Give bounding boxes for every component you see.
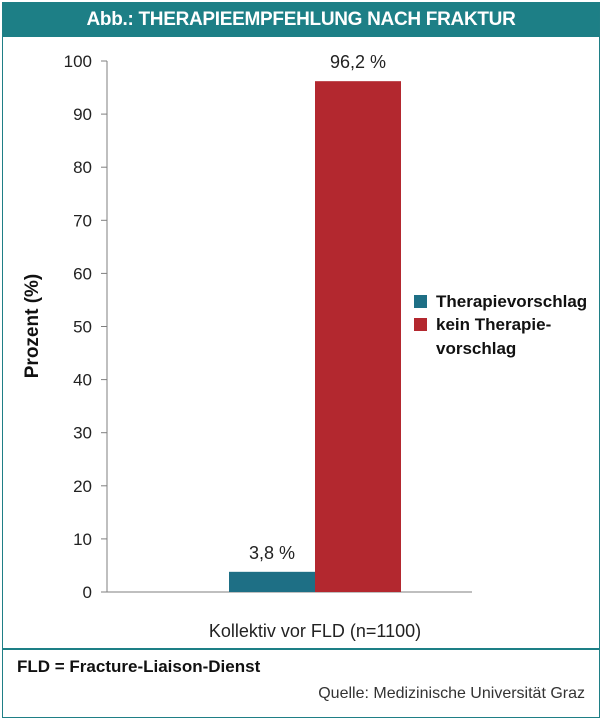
data-label: 3,8 % [249,543,295,563]
y-tick-label: 80 [73,158,92,177]
footer-divider [3,648,599,650]
bar-kein-therapievorschlag [315,81,401,592]
y-tick-label: 40 [73,371,92,390]
y-tick-label: 70 [73,211,92,230]
legend-label-kein-therapievorschlag: vorschlag [436,339,516,358]
y-tick-label: 30 [73,424,92,443]
data-label: 96,2 % [330,52,386,72]
y-tick-label: 90 [73,105,92,124]
y-tick-label: 50 [73,318,92,337]
y-tick-label: 60 [73,264,92,283]
source-credit: Quelle: Medizinische Universität Graz [318,685,585,702]
bar-therapievorschlag [229,571,315,592]
y-tick-label: 0 [83,583,92,602]
y-tick-label: 100 [64,52,92,71]
x-axis-label: Kollektiv vor FLD (n=1100) [209,621,421,641]
y-tick-label: 10 [73,530,92,549]
abbreviation-note: FLD = Fracture-Liaison-Dienst [17,657,261,676]
legend-label-kein-therapievorschlag: kein Therapie- [436,315,551,334]
legend-label-therapievorschlag: Therapievorschlag [436,292,587,311]
y-tick-label: 20 [73,477,92,496]
legend-swatch-therapievorschlag [414,295,427,308]
legend-swatch-kein-therapievorschlag [414,318,427,331]
y-axis-title: Prozent (%) [22,274,43,379]
figure-title: Abb.: THERAPIEEMPFEHLUNG NACH FRAKTUR [3,3,599,37]
